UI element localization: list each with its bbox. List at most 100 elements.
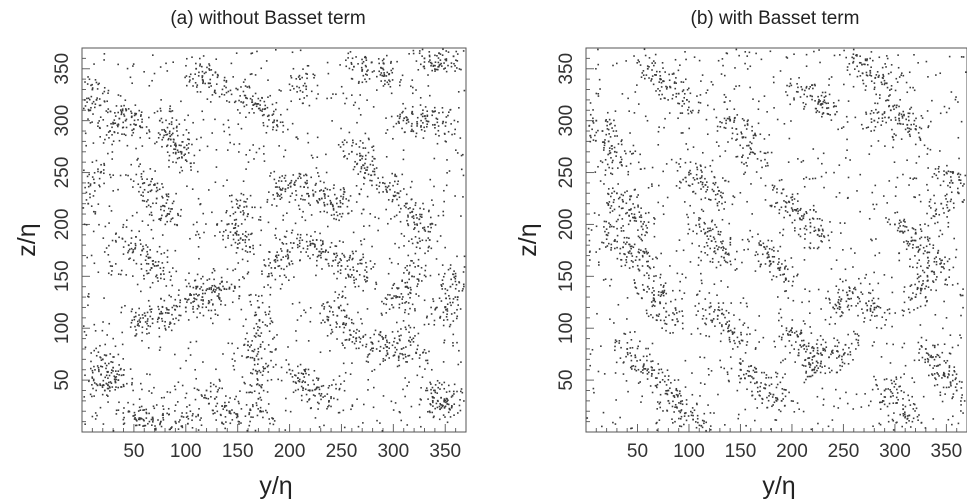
data-point [638, 251, 641, 254]
data-point [435, 402, 438, 405]
data-point [365, 59, 368, 62]
data-point [210, 317, 212, 320]
data-point [267, 114, 270, 117]
data-point [162, 412, 164, 415]
data-point [168, 271, 171, 273]
data-point [856, 65, 858, 68]
data-point [780, 399, 783, 402]
data-point [448, 325, 451, 328]
data-point [343, 156, 345, 158]
data-point [239, 112, 241, 114]
data-point [855, 54, 857, 57]
data-point [192, 85, 194, 87]
data-point [308, 373, 310, 376]
data-point [671, 405, 674, 408]
data-point [132, 249, 135, 251]
data-point [839, 278, 842, 280]
data-point [340, 309, 343, 312]
data-point [170, 295, 172, 298]
data-point [237, 225, 240, 227]
data-point [626, 348, 629, 350]
data-point [402, 149, 405, 152]
data-point [122, 253, 125, 255]
data-point [289, 186, 292, 188]
data-point [865, 302, 867, 305]
data-point [316, 255, 319, 258]
data-point [199, 63, 201, 65]
data-point [365, 280, 367, 283]
data-point [441, 288, 444, 290]
data-point [804, 238, 806, 240]
data-point [148, 84, 151, 87]
data-point [366, 70, 368, 73]
data-point [114, 122, 117, 125]
data-point [416, 122, 419, 125]
data-point [270, 272, 273, 275]
data-point [354, 160, 356, 163]
data-point [675, 185, 678, 187]
data-point [240, 192, 243, 195]
data-point [438, 418, 441, 421]
data-point [237, 420, 240, 423]
data-point [287, 184, 290, 186]
data-point [620, 259, 623, 261]
data-point [261, 110, 263, 112]
data-point [321, 304, 323, 307]
data-point [957, 191, 959, 194]
data-point [811, 95, 814, 98]
data-point [111, 143, 113, 146]
data-point [414, 252, 417, 255]
data-point [258, 319, 261, 321]
data-point [942, 374, 945, 377]
data-point [803, 105, 806, 108]
data-point [276, 192, 279, 195]
data-point [323, 201, 325, 204]
data-point [139, 317, 142, 319]
data-point [156, 250, 159, 253]
data-point [406, 202, 408, 205]
data-point [941, 377, 943, 379]
data-point [237, 123, 240, 125]
data-point [383, 75, 386, 77]
data-point [678, 410, 680, 412]
data-point [626, 236, 628, 239]
data-point [260, 399, 263, 401]
data-point [219, 231, 221, 233]
data-point [157, 264, 159, 267]
data-point [249, 300, 252, 303]
data-point [361, 81, 364, 84]
data-point [441, 65, 443, 67]
data-point [460, 215, 462, 217]
x-tick-label: 200 [274, 441, 306, 462]
data-point [405, 301, 408, 303]
data-point [259, 396, 262, 399]
data-point [212, 409, 214, 412]
data-point [314, 417, 317, 419]
data-point [452, 342, 454, 344]
data-point [114, 345, 117, 348]
data-point [661, 93, 663, 96]
data-point [166, 214, 168, 217]
data-point [249, 408, 251, 411]
data-point [418, 365, 421, 368]
data-point [162, 269, 165, 272]
data-point [400, 334, 402, 337]
data-point [619, 247, 622, 250]
data-point [430, 368, 433, 371]
data-point [338, 307, 340, 310]
data-point [108, 362, 110, 365]
data-point [253, 112, 255, 114]
data-point [216, 410, 219, 413]
data-point [613, 226, 615, 228]
data-point [140, 194, 143, 196]
data-point [961, 394, 963, 396]
data-point [413, 275, 415, 278]
data-point [271, 417, 273, 419]
data-point [462, 271, 465, 273]
data-point [336, 254, 339, 257]
data-point [172, 152, 175, 154]
data-point [694, 192, 697, 195]
data-point [327, 318, 330, 321]
x-tick-label: 350 [429, 441, 461, 462]
data-point [219, 380, 221, 382]
